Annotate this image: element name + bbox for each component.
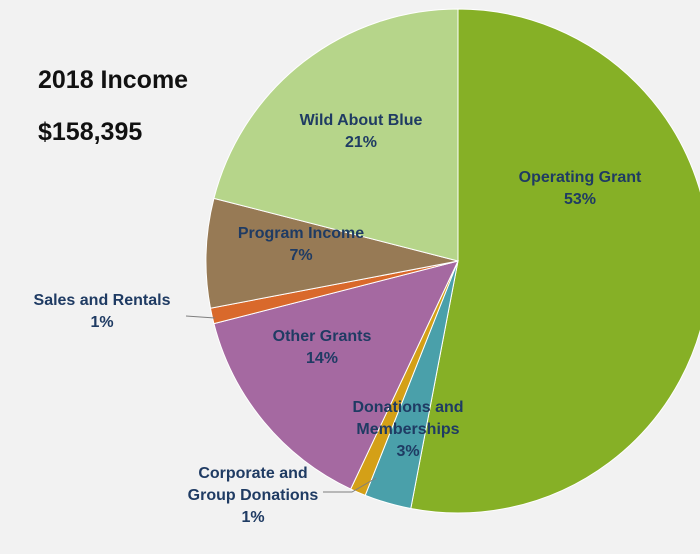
data-label-line: Program Income bbox=[238, 225, 364, 242]
data-label-line: 1% bbox=[241, 509, 264, 526]
data-label-donations-and-memberships: Donations and Memberships 3% bbox=[352, 399, 463, 460]
leader-line-corporate-and-group-donations bbox=[323, 477, 377, 493]
data-label-other-grants: Other Grants 14% bbox=[273, 328, 372, 367]
data-label-line: 7% bbox=[289, 247, 312, 264]
chart-title: 2018 Income bbox=[38, 66, 189, 94]
data-label-wild-about-blue: Wild About Blue 21% bbox=[300, 112, 423, 151]
data-label-line: Corporate and bbox=[198, 465, 307, 482]
pie-slice-wild-about-blue bbox=[213, 8, 459, 262]
data-label-corporate-and-group-donations: Corporate and Group Donations 1% bbox=[188, 465, 319, 526]
data-label-program-income: Program Income 7% bbox=[238, 225, 364, 264]
data-label-line: 21% bbox=[345, 134, 377, 151]
data-label-sales-and-rentals: Sales and Rentals 1% bbox=[34, 292, 171, 331]
data-label-line: 14% bbox=[306, 350, 338, 367]
data-label-line: 53% bbox=[564, 191, 596, 208]
data-label-line: 3% bbox=[396, 443, 419, 460]
leader-line-sales-and-rentals bbox=[185, 315, 216, 319]
pie-slice-other-grants bbox=[213, 260, 459, 490]
data-label-line: 1% bbox=[90, 314, 113, 331]
data-label-line: Donations and bbox=[352, 399, 463, 416]
data-label-line: Operating Grant bbox=[519, 169, 642, 186]
data-label-line: Other Grants bbox=[273, 328, 372, 345]
data-label-operating-grant: Operating Grant 53% bbox=[519, 169, 642, 208]
data-label-line: Wild About Blue bbox=[300, 112, 423, 129]
pie-slices bbox=[205, 8, 700, 514]
data-label-line: Sales and Rentals bbox=[34, 292, 171, 309]
pie-slice-operating-grant bbox=[410, 8, 700, 514]
data-label-line: Group Donations bbox=[188, 487, 319, 504]
data-label-line: Memberships bbox=[356, 421, 459, 438]
chart-subtitle-total: $158,395 bbox=[38, 118, 143, 146]
pie-slice-program-income bbox=[205, 197, 459, 309]
